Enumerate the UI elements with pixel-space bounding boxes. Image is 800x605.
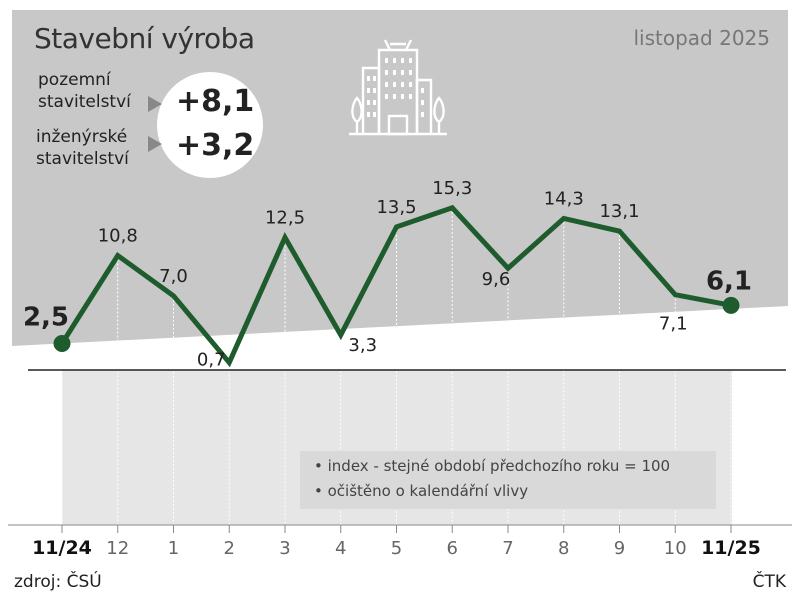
series: 2,5 10,8 7,0 0,7 12,5 3,3 13,5 15,3 9,6 14,3 13,1 7… bbox=[23, 178, 752, 371]
building-icon bbox=[349, 39, 447, 136]
x-tick-label: 3 bbox=[279, 538, 290, 559]
x-tick-label: 6 bbox=[447, 538, 458, 559]
x-tick-label: 8 bbox=[558, 538, 569, 559]
data-label: 7,1 bbox=[659, 314, 688, 335]
legend-item-index: • index - stejné období předchozího roku… bbox=[314, 457, 671, 475]
data-label: 3,3 bbox=[348, 335, 377, 356]
x-tick-label: 12 bbox=[106, 538, 129, 559]
source-note: zdroj: ČSÚ bbox=[14, 572, 102, 592]
x-tick-label: 5 bbox=[391, 538, 402, 559]
x-tick-label: 11/25 bbox=[701, 537, 761, 559]
highlight-label-1: pozemní stavitelství bbox=[38, 70, 131, 112]
data-label: 10,8 bbox=[98, 226, 138, 247]
data-label: 6,1 bbox=[706, 266, 752, 296]
x-tick-label: 7 bbox=[502, 538, 513, 559]
x-tick-label: 11/24 bbox=[32, 537, 92, 559]
endpoint-marker bbox=[722, 296, 740, 314]
x-tick-label: 10 bbox=[664, 538, 687, 559]
x-tick-label: 9 bbox=[614, 538, 625, 559]
legend-item-adjusted: • očištěno o kalendářní vlivy bbox=[314, 482, 529, 500]
pointer-arrow-icon bbox=[148, 136, 162, 152]
data-label: 9,6 bbox=[482, 269, 511, 290]
highlight-label-2: inženýrské stavitelství bbox=[36, 127, 129, 169]
x-axis-labels: 11/24 12 1 2 3 4 5 6 7 8 9 10 11/25 bbox=[32, 537, 761, 559]
chart-title: Stavební výroba bbox=[34, 22, 255, 55]
x-tick-label: 1 bbox=[168, 538, 179, 559]
period-label: listopad 2025 bbox=[633, 26, 770, 50]
data-label: 7,0 bbox=[159, 266, 188, 287]
x-tick-label: 2 bbox=[224, 538, 235, 559]
highlight-circle bbox=[157, 72, 263, 178]
legend-box: • index - stejné období předchozího roku… bbox=[300, 451, 716, 509]
data-label: 15,3 bbox=[432, 178, 472, 199]
data-label: 2,5 bbox=[23, 303, 69, 333]
x-tick-label: 4 bbox=[335, 538, 346, 559]
data-label: 14,3 bbox=[544, 188, 584, 209]
highlight-value-2: +3,2 bbox=[176, 128, 255, 163]
data-label: 13,1 bbox=[599, 201, 639, 222]
pointer-arrow-icon bbox=[148, 96, 162, 112]
data-label: 0,7 bbox=[197, 350, 226, 371]
axis-ticks bbox=[61, 525, 732, 533]
endpoint-marker bbox=[53, 335, 71, 352]
agency-credit: ČTK bbox=[752, 572, 786, 592]
series-line bbox=[59, 204, 732, 368]
data-label: 12,5 bbox=[265, 208, 305, 229]
data-label: 13,5 bbox=[376, 197, 416, 218]
highlight-value-1: +8,1 bbox=[176, 84, 255, 119]
